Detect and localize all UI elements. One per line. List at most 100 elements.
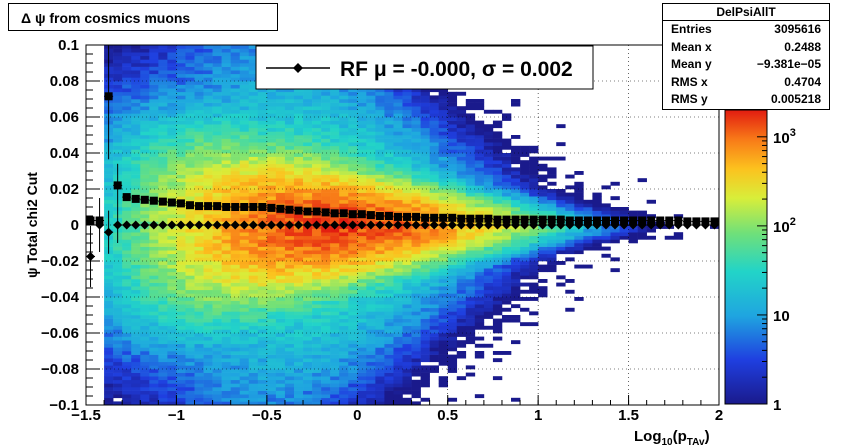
heatmap-cell <box>293 401 304 405</box>
heatmap-cell <box>402 315 412 319</box>
heatmap-cell <box>312 120 322 125</box>
heatmap-cell <box>411 160 421 165</box>
heatmap-cell <box>339 91 349 96</box>
heatmap-cell <box>248 333 259 337</box>
heatmap-cell <box>239 59 250 64</box>
heatmap-cell <box>420 271 430 276</box>
heatmap-cell <box>257 163 268 168</box>
heatmap-cell <box>384 167 394 172</box>
heatmap-cell <box>275 239 286 244</box>
heatmap-cell <box>511 264 521 269</box>
heatmap-cell <box>339 178 349 183</box>
heatmap-cell <box>140 275 150 280</box>
heatmap-cell <box>637 235 647 240</box>
heatmap-cell <box>167 88 177 93</box>
heatmap-cell <box>176 354 186 359</box>
heatmap-cell <box>637 228 647 233</box>
heatmap-cell <box>167 174 177 179</box>
heatmap-cell <box>547 253 557 258</box>
mean-point <box>222 203 231 211</box>
heatmap-cell <box>501 235 512 240</box>
heatmap-cell <box>149 95 159 100</box>
heatmap-cell <box>248 192 259 197</box>
heatmap-cell <box>438 113 449 118</box>
heatmap-cell <box>275 120 286 125</box>
heatmap-cell <box>104 199 114 204</box>
heatmap-cell <box>474 336 485 341</box>
heatmap-cell <box>411 232 421 237</box>
heatmap-cell <box>158 289 168 294</box>
heatmap-cell <box>239 120 250 125</box>
heatmap-cell <box>167 81 177 85</box>
heatmap-cell <box>140 379 150 384</box>
heatmap-cell <box>230 138 241 143</box>
heatmap-cell <box>230 95 241 100</box>
heatmap-cell <box>357 372 367 377</box>
heatmap-cell <box>438 160 449 165</box>
heatmap-cell <box>149 239 159 244</box>
heatmap-cell <box>203 325 213 330</box>
heatmap-cell <box>339 149 349 154</box>
heatmap-cell <box>293 282 304 287</box>
heatmap-cell <box>321 351 331 355</box>
heatmap-cell <box>203 171 213 175</box>
heatmap-cell <box>149 138 159 143</box>
heatmap-cell <box>167 210 177 215</box>
rf-point <box>456 220 466 230</box>
heatmap-cell <box>321 340 331 345</box>
heatmap-cell <box>465 196 476 201</box>
heatmap-cell <box>402 246 412 251</box>
rf-point <box>266 220 276 230</box>
heatmap-cell <box>321 397 331 402</box>
heatmap-cell <box>221 145 231 150</box>
heatmap-cell <box>158 88 168 93</box>
mean-point <box>502 215 511 224</box>
heatmap-cell <box>104 311 114 316</box>
heatmap-cell <box>149 99 159 103</box>
heatmap-cell <box>185 282 195 287</box>
heatmap-cell <box>113 250 123 255</box>
heatmap-cell <box>149 59 159 64</box>
heatmap-cell <box>447 99 458 103</box>
heatmap-cell <box>194 106 204 111</box>
heatmap-cell <box>239 293 250 298</box>
heatmap-cell <box>339 228 349 233</box>
heatmap-cell <box>330 379 340 384</box>
heatmap-cell <box>402 289 412 294</box>
heatmap-cell <box>501 261 512 265</box>
heatmap-cell <box>492 167 503 172</box>
heatmap-cell <box>384 336 394 341</box>
heatmap-cell <box>131 135 141 139</box>
rf-point <box>465 220 475 230</box>
heatmap-cell <box>275 286 286 291</box>
heatmap-cell <box>167 336 177 341</box>
heatmap-cell <box>122 160 132 165</box>
heatmap-cell <box>375 189 385 193</box>
heatmap-cell <box>167 91 177 96</box>
heatmap-cell <box>348 268 358 273</box>
heatmap-cell <box>303 217 313 222</box>
heatmap-cell <box>411 246 421 251</box>
heatmap-cell <box>456 243 467 247</box>
heatmap-cell <box>339 181 349 186</box>
heatmap-cell <box>167 113 177 118</box>
heatmap-cell <box>293 358 304 363</box>
rf-point <box>610 220 620 230</box>
heatmap-cell <box>357 358 367 363</box>
heatmap-cell <box>203 63 213 67</box>
heatmap-cell <box>610 214 620 219</box>
heatmap-cell <box>140 192 150 197</box>
heatmap-cell <box>429 307 439 312</box>
heatmap-cell <box>601 185 611 190</box>
heatmap-cell <box>492 124 503 129</box>
heatmap-cell <box>474 261 485 265</box>
heatmap-cell <box>113 343 123 348</box>
heatmap-cell <box>248 95 259 100</box>
heatmap-cell <box>266 297 277 301</box>
heatmap-cell <box>330 401 340 405</box>
heatmap-cell <box>465 311 476 316</box>
heatmap-cell <box>185 160 195 165</box>
heatmap-cell <box>176 246 186 251</box>
heatmap-cell <box>348 163 358 168</box>
heatmap-cell <box>212 232 222 237</box>
